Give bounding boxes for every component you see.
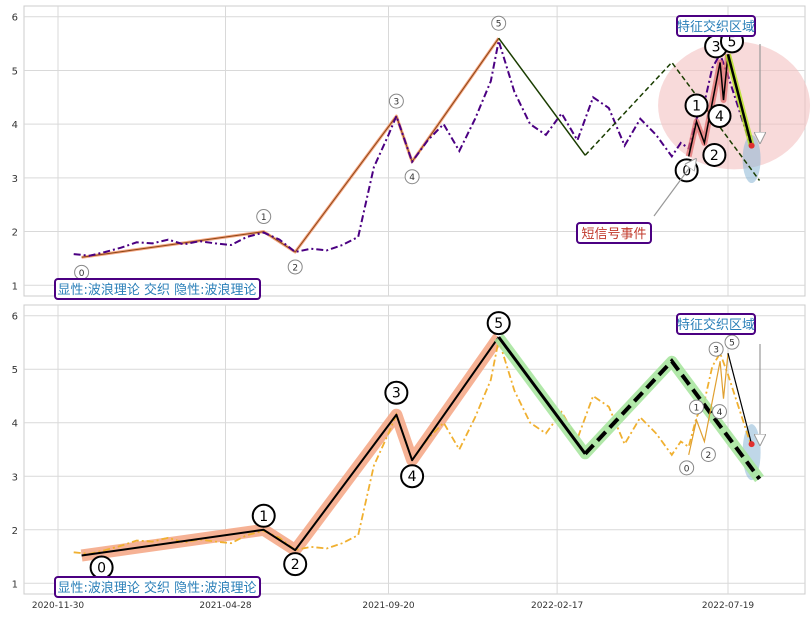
- wave-label-text: 5: [496, 20, 502, 30]
- sub-wave-label-text: 2: [710, 148, 719, 164]
- wave-label-circle: [491, 15, 507, 31]
- short-signal-arrow: [653, 163, 693, 217]
- y-tick-label: 5: [12, 66, 18, 77]
- sub-wave-label-text: 0: [684, 464, 690, 474]
- legend-text: 显性:波浪理论 交织 隐性:波浪理论: [57, 282, 256, 298]
- x-tick-label: 2021-09-20: [362, 601, 415, 611]
- y-tick-label: 3: [12, 174, 18, 185]
- forecast-line-solid: [497, 336, 587, 455]
- feature-zone-label-box: [676, 313, 756, 335]
- sub-wave-label-circle: [702, 142, 727, 167]
- sub-wave-label-text: 2: [706, 451, 712, 461]
- wave-label-text: 2: [291, 557, 300, 573]
- wave-label-circle: [486, 311, 511, 336]
- wave-label-text: 5: [494, 316, 503, 332]
- projection-end-point: [748, 441, 755, 448]
- y-tick-label: 4: [12, 419, 18, 430]
- y-tick-label: 3: [12, 472, 18, 483]
- projection-end-blob: [742, 135, 761, 184]
- short-signal-label: 短信号事件: [581, 227, 646, 242]
- wave-label-circle: [283, 552, 308, 577]
- panel-top: 123456012345012345特征交织区域短信号事件显性:波浪理论 交织 …: [12, 5, 811, 300]
- sub-wave-label-circle: [679, 460, 695, 476]
- feature-zone-label: 特征交织区域: [677, 19, 755, 35]
- projection-line: [726, 54, 753, 146]
- sub-wave-label-circle: [712, 404, 728, 420]
- projection-line: [727, 353, 753, 445]
- forecast-line-dashed: [583, 358, 762, 481]
- wave-label-text: 0: [97, 560, 106, 576]
- sub-wave-label-text: 1: [692, 98, 701, 114]
- wave-label-circle: [384, 380, 409, 405]
- sub-wave-label-circle: [689, 399, 705, 415]
- forecast-line-dashed: [584, 61, 761, 181]
- sub-wave-label-circle: [708, 341, 724, 357]
- x-tick-label: 2021-04-28: [199, 601, 252, 611]
- price-line: [73, 40, 753, 257]
- legend-box: [54, 576, 261, 598]
- forecast-line-solid: [498, 37, 586, 156]
- y-tick-label: 4: [12, 120, 18, 131]
- sub-wave-label-circle: [724, 334, 740, 350]
- wave-label-text: 4: [408, 469, 417, 485]
- wave-label-text: 4: [409, 173, 415, 183]
- sub-wave-label-circle: [707, 103, 732, 128]
- wave-label-text: 0: [79, 269, 85, 279]
- wave-label-circle: [251, 503, 276, 528]
- feature-zone-label-box: [676, 15, 756, 37]
- x-tick-label: 2022-02-17: [531, 601, 583, 611]
- y-tick-label: 2: [12, 526, 18, 537]
- wave-label-circle: [404, 169, 420, 185]
- legend-text: 显性:波浪理论 交织 隐性:波浪理论: [57, 580, 256, 596]
- legend-box: [54, 278, 261, 300]
- wave-label-text: 3: [394, 98, 400, 108]
- projection-end-point: [748, 142, 755, 149]
- wave-label-circle: [287, 259, 303, 275]
- x-tick-label: 2022-07-19: [702, 601, 755, 611]
- feature-zone-label: 特征交织区域: [677, 317, 755, 333]
- sub-wave-label-text: 3: [712, 39, 721, 55]
- x-tick-label: 2020-11-30: [32, 601, 85, 611]
- y-tick-label: 1: [12, 579, 18, 590]
- sub-wave-label-circle: [700, 446, 716, 462]
- y-tick-label: 2: [12, 228, 18, 239]
- y-tick-label: 5: [12, 365, 18, 376]
- sub-wave-line: [688, 353, 729, 456]
- wave-label-text: 1: [261, 213, 267, 223]
- short-signal-label-box: [576, 222, 652, 244]
- sub-wave-label-circle: [684, 93, 709, 118]
- sub-wave-label-text: 1: [694, 404, 700, 414]
- wave-label-circle: [400, 464, 425, 489]
- wave-label-circle: [388, 93, 404, 109]
- sub-wave-label-text: 4: [717, 408, 723, 418]
- sub-wave-line: [687, 54, 729, 157]
- wave-label-text: 1: [259, 509, 268, 525]
- sub-wave-label-text: 3: [713, 346, 719, 356]
- y-tick-label: 6: [12, 312, 18, 323]
- y-tick-label: 1: [12, 281, 18, 292]
- wave-label-text: 3: [392, 386, 401, 402]
- sub-wave-label-text: 4: [715, 109, 724, 125]
- wave-label-circle: [256, 209, 272, 225]
- y-tick-label: 6: [12, 13, 18, 24]
- sub-wave-label-text: 5: [729, 339, 735, 349]
- wave-line: [81, 336, 500, 557]
- sub-wave-label-text: 5: [728, 34, 737, 50]
- feature-zone-ellipse: [658, 41, 811, 170]
- wave-label-text: 2: [292, 263, 298, 273]
- price-line: [73, 339, 753, 555]
